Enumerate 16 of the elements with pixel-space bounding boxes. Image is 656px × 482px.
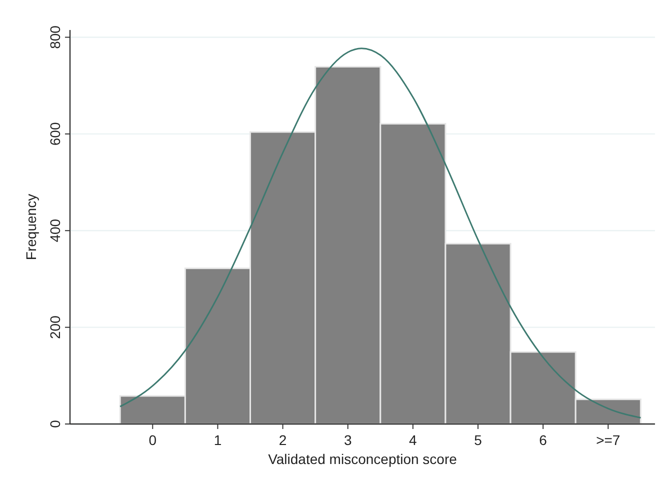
x-axis-title: Validated misconception score (268, 451, 458, 467)
x-tick-label: 5 (474, 432, 482, 448)
y-tick-label: 200 (47, 315, 63, 339)
x-tick-label: 3 (344, 432, 352, 448)
x-tick-label: 4 (409, 432, 418, 448)
y-tick-label: 400 (47, 218, 63, 242)
line-series (119, 48, 642, 418)
x-tick-label: 6 (539, 432, 548, 448)
x-tick-label: 1 (214, 432, 222, 448)
y-tick-label: 800 (47, 25, 63, 49)
y-axis-title: Frequency (23, 194, 39, 260)
x-tick-label: 2 (278, 432, 287, 448)
y-tick-label: 0 (47, 420, 63, 428)
x-tick-label: >=7 (596, 432, 620, 448)
y-tick-label: 600 (47, 122, 63, 146)
x-tick-label: 0 (148, 432, 157, 448)
